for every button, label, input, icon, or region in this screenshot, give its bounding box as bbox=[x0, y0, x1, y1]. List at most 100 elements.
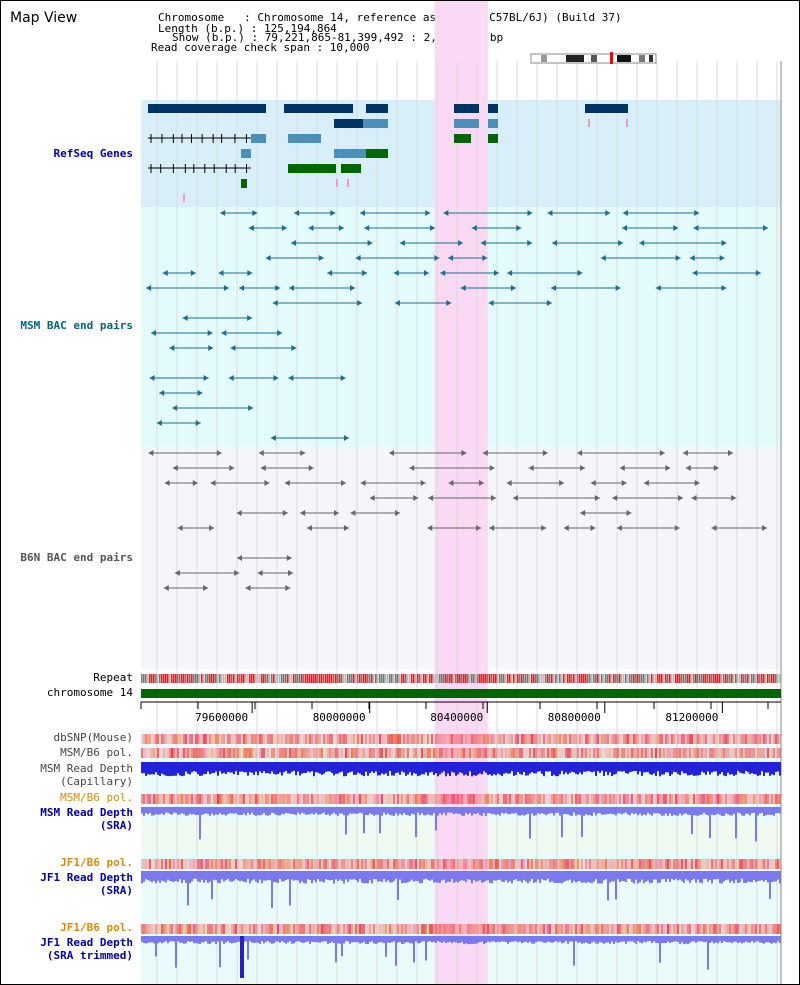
repeat-mark bbox=[725, 674, 727, 683]
msm-b6-pol-strip bbox=[529, 748, 531, 758]
jf1-depth-sra-bar bbox=[341, 871, 343, 881]
track-label-msm-depth-sra-1[interactable]: MSM Read Depth bbox=[40, 806, 133, 819]
msm-depth-sra-bar bbox=[491, 807, 493, 815]
repeat-mark bbox=[481, 674, 483, 683]
msm-b6-pol-2-strip bbox=[453, 794, 455, 804]
msm-b6-pol-strip bbox=[347, 748, 349, 758]
jf1-depth-sra-bar bbox=[533, 871, 535, 883]
jf1-depth-trim-bar bbox=[259, 936, 261, 944]
track-label-msm-b6-pol-1[interactable]: MSM/B6 pol. bbox=[60, 746, 133, 759]
repeat-mark bbox=[761, 674, 763, 683]
msm-b6-pol-2-strip bbox=[443, 794, 445, 804]
b6n-bac-end-marker bbox=[577, 450, 583, 456]
msm-b6-pol-strip bbox=[737, 748, 739, 758]
msm-b6-pol-strip bbox=[703, 748, 705, 758]
msm-bac-end-marker bbox=[527, 210, 533, 216]
repeat-mark bbox=[225, 674, 227, 683]
msm-depth-sra-bar bbox=[461, 807, 463, 816]
track-label-chromosome[interactable]: chromosome 14 bbox=[46, 686, 133, 699]
msm-depth-capillary-bar bbox=[201, 762, 203, 776]
msm-b6-pol-strip bbox=[223, 748, 225, 758]
msm-depth-capillary-bar bbox=[391, 762, 393, 776]
jf1-b6-pol-strip bbox=[213, 859, 215, 869]
msm-depth-sra-bar bbox=[539, 807, 541, 815]
dbsnp-strip bbox=[631, 734, 633, 744]
jf1-b6-pol-2-strip bbox=[511, 924, 513, 934]
dbsnp-strip bbox=[671, 734, 673, 744]
jf1-depth-trim-bar bbox=[775, 936, 777, 944]
track-label-refseq[interactable]: RefSeq Genes bbox=[53, 147, 133, 160]
jf1-b6-pol-strip bbox=[661, 859, 663, 869]
track-label-jf1-depth-trim-2: (SRA trimmed) bbox=[46, 949, 133, 962]
b6n-bac-end-marker bbox=[489, 525, 495, 531]
msm-b6-pol-2-strip bbox=[713, 794, 715, 804]
jf1-depth-sra-bar bbox=[729, 871, 731, 883]
msm-b6-pol-strip bbox=[269, 748, 271, 758]
jf1-b6-pol-strip bbox=[257, 859, 259, 869]
jf1-depth-trim-bar bbox=[693, 936, 695, 942]
msm-b6-pol-strip bbox=[153, 748, 155, 758]
jf1-b6-pol-strip bbox=[485, 859, 487, 869]
jf1-b6-pol-2-strip bbox=[167, 924, 169, 934]
jf1-b6-pol-strip bbox=[649, 859, 651, 869]
jf1-depth-trim-bar bbox=[405, 936, 407, 943]
b6n-bac-end-marker bbox=[395, 510, 401, 516]
msm-depth-sra-bar bbox=[587, 807, 589, 816]
msm-b6-pol-strip bbox=[383, 748, 385, 758]
jf1-b6-pol-2-strip bbox=[527, 924, 529, 934]
track-label-jf1-b6-pol-1[interactable]: JF1/B6 pol. bbox=[60, 856, 133, 869]
msm-depth-sra-bar bbox=[583, 807, 585, 816]
msm-b6-pol-strip bbox=[421, 748, 423, 758]
jf1-depth-sra-bar bbox=[611, 871, 613, 882]
track-label-jf1-depth-sra-1[interactable]: JF1 Read Depth bbox=[40, 871, 133, 884]
jf1-depth-sra-bar bbox=[753, 871, 755, 881]
jf1-b6-pol-2-strip bbox=[331, 924, 333, 934]
repeat-mark bbox=[423, 674, 425, 683]
jf1-depth-trim-bar bbox=[621, 936, 623, 942]
dbsnp-strip bbox=[271, 734, 273, 744]
track-label-b6n-bac[interactable]: B6N BAC end pairs bbox=[20, 551, 133, 564]
msm-b6-pol-2-strip bbox=[597, 794, 599, 804]
jf1-b6-pol-2-strip bbox=[279, 924, 281, 934]
track-label-msm-depth-cap-1[interactable]: MSM Read Depth bbox=[40, 762, 133, 775]
jf1-b6-pol-strip bbox=[467, 859, 469, 869]
repeat-mark bbox=[629, 674, 631, 683]
msm-b6-pol-strip bbox=[411, 748, 413, 758]
msm-depth-sra-bar bbox=[237, 807, 239, 815]
msm-b6-pol-strip bbox=[445, 748, 447, 758]
msm-depth-capillary-bar bbox=[275, 762, 277, 775]
dbsnp-strip bbox=[181, 734, 183, 744]
msm-depth-sra-bar bbox=[521, 807, 523, 815]
jf1-depth-trim-bar bbox=[373, 936, 375, 944]
msm-depth-sra-bar bbox=[453, 807, 455, 815]
msm-depth-sra-bar bbox=[705, 807, 707, 815]
jf1-b6-pol-2-strip bbox=[215, 924, 217, 934]
msm-b6-pol-2-strip bbox=[549, 794, 551, 804]
msm-b6-pol-2-strip bbox=[665, 794, 667, 804]
jf1-depth-trim-bar bbox=[639, 936, 641, 943]
msm-depth-sra-bar bbox=[279, 807, 281, 816]
msm-b6-pol-2-strip bbox=[219, 794, 221, 804]
track-label-jf1-depth-trim-1[interactable]: JF1 Read Depth bbox=[40, 936, 133, 949]
jf1-depth-trim-bar bbox=[271, 936, 273, 944]
b6n-bac-end-marker bbox=[234, 570, 240, 576]
dbsnp-strip bbox=[619, 734, 621, 744]
jf1-b6-pol-strip bbox=[349, 859, 351, 869]
msm-b6-pol-2-strip bbox=[155, 794, 157, 804]
track-label-msm-bac[interactable]: MSM BAC end pairs bbox=[20, 319, 133, 332]
msm-b6-pol-strip bbox=[187, 748, 189, 758]
msm-b6-pol-2-strip bbox=[557, 794, 559, 804]
msm-b6-pol-2-strip bbox=[227, 794, 229, 804]
b6n-bac-end-marker bbox=[479, 480, 485, 486]
track-label-jf1-b6-pol-2[interactable]: JF1/B6 pol. bbox=[60, 921, 133, 934]
repeat-mark bbox=[613, 674, 615, 683]
msm-bac-end-marker bbox=[471, 225, 477, 231]
track-label-dbsnp[interactable]: dbSNP(Mouse) bbox=[53, 731, 133, 744]
repeat-mark bbox=[191, 674, 193, 683]
track-label-repeat[interactable]: Repeat bbox=[93, 671, 133, 684]
jf1-b6-pol-2-strip bbox=[571, 924, 573, 934]
msm-b6-pol-strip bbox=[221, 748, 223, 758]
jf1-b6-pol-strip bbox=[399, 859, 401, 869]
track-label-msm-b6-pol-2[interactable]: MSM/B6 pol. bbox=[60, 791, 133, 804]
